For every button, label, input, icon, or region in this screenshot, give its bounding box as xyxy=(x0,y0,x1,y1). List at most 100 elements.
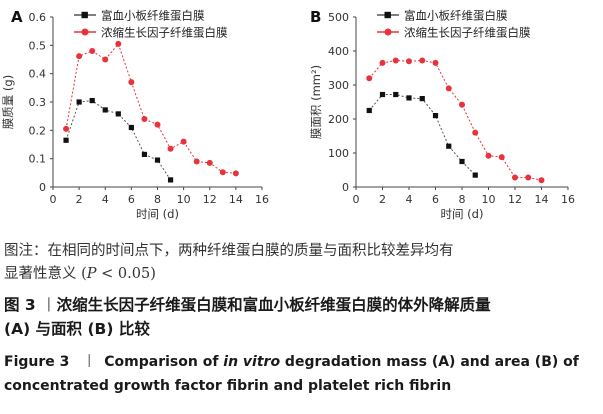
caption-en-t1: Comparison of xyxy=(104,354,224,370)
note-line-2b: < 0.05) xyxy=(96,266,156,282)
figure-caption-en: Figure 3 丨 Comparison of in vitro degrada… xyxy=(4,350,600,398)
legend-marker-square xyxy=(81,11,88,19)
data-point-square xyxy=(167,177,174,183)
x-axis-label: 时间 (d) xyxy=(136,207,179,221)
data-point-circle xyxy=(538,177,545,184)
chart-panel-a: A 0 0.1 0.2 0.3 0.4 0.5 0.6 0 2 4 6 8 10 12 14 16 时间 (d) 膜… xyxy=(0,0,300,236)
data-point-square xyxy=(393,91,399,98)
x-tick-label: 10 xyxy=(482,193,496,206)
x-axis-label: 时间 (d) xyxy=(441,207,484,221)
y-tick-label: 0.4 xyxy=(29,68,47,81)
panel-label-a: A xyxy=(11,8,23,26)
data-point-circle xyxy=(167,145,174,152)
data-point-square xyxy=(154,157,161,163)
caption-en-t3: degradation mass (A) and area (B) of xyxy=(280,354,579,370)
y-tick-label: 0.1 xyxy=(29,153,47,166)
y-tick-label: 0.6 xyxy=(29,11,47,24)
caption-cn-title-2: (A) 与面积 (B) 比较 xyxy=(4,320,150,338)
y-axis-label: 膜面积 (mm²) xyxy=(309,65,323,139)
data-point-square xyxy=(366,107,372,114)
caption-cn-label: 图 3 xyxy=(4,296,36,314)
series-line-1 xyxy=(65,100,171,181)
data-point-circle xyxy=(115,40,122,47)
data-point-circle xyxy=(219,169,226,176)
data-point-square xyxy=(446,143,452,149)
data-point-circle xyxy=(180,138,187,145)
series-line-2 xyxy=(368,60,542,181)
legend-marker-circle xyxy=(384,28,392,36)
caption-en-line-2: concentrated growth factor fibrin and pl… xyxy=(4,378,452,394)
legend-marker-square xyxy=(384,11,391,19)
data-point-circle xyxy=(525,174,532,181)
note-line-2a: 显著性意义 ( xyxy=(4,266,87,282)
x-tick-label: 2 xyxy=(379,193,386,206)
data-point-square xyxy=(128,124,134,131)
x-tick-label: 4 xyxy=(406,193,413,206)
y-tick-label: 100 xyxy=(328,147,349,160)
data-point-circle xyxy=(472,129,479,136)
data-point-square xyxy=(76,99,82,105)
note-p-symbol: P xyxy=(86,266,97,282)
data-point-circle xyxy=(432,59,439,66)
x-tick-label: 12 xyxy=(203,193,217,206)
x-tick-label: 6 xyxy=(432,193,439,206)
x-tick-label: 16 xyxy=(255,193,269,206)
data-point-circle xyxy=(102,56,109,63)
data-point-circle xyxy=(76,53,83,60)
figure-note: 图注：在相同的时间点下，两种纤维蛋白膜的质量与面积比较差异均有 显著性意义 (P… xyxy=(4,240,600,286)
x-tick-label: 14 xyxy=(535,193,549,206)
caption-cn-separator: 丨 xyxy=(41,296,57,314)
caption-en-line-1: Figure 3 丨 Comparison of in vitro degrada… xyxy=(4,350,600,374)
caption-en-in-vitro: in vitro xyxy=(223,354,281,370)
data-point-circle xyxy=(232,170,239,177)
data-point-circle xyxy=(128,79,135,86)
data-point-circle xyxy=(445,85,452,92)
data-point-circle xyxy=(406,58,412,65)
data-point-square xyxy=(419,96,425,102)
y-tick-label: 0.2 xyxy=(29,124,47,137)
data-point-circle xyxy=(459,101,465,108)
data-point-square xyxy=(432,113,439,119)
x-tick-label: 10 xyxy=(177,193,191,206)
x-tick-label: 8 xyxy=(154,193,161,206)
data-point-circle xyxy=(141,116,148,122)
y-tick-label: 0 xyxy=(342,181,349,194)
y-tick-label: 0.3 xyxy=(29,96,47,109)
caption-cn-title-1: 浓缩生长因子纤维蛋白膜和富血小板纤维蛋白膜的体外降解质量 xyxy=(56,296,491,314)
data-point-square xyxy=(406,95,412,101)
data-point-square xyxy=(141,151,148,158)
data-point-square xyxy=(459,158,465,165)
legend-label: 浓缩生长因子纤维蛋白膜 xyxy=(404,26,531,40)
data-point-square xyxy=(115,111,121,117)
note-line-2: 显著性意义 (P < 0.05) xyxy=(4,263,600,286)
x-tick-label: 12 xyxy=(508,193,522,206)
data-point-square xyxy=(472,172,478,178)
x-tick-label: 0 xyxy=(50,193,57,206)
series-line-2 xyxy=(65,42,236,174)
data-point-square xyxy=(63,137,69,143)
series-line-1 xyxy=(368,94,476,176)
data-point-circle xyxy=(206,159,213,166)
caption-en-separator: 丨 xyxy=(82,354,97,370)
caption-cn-line-1: 图 3 丨浓缩生长因子纤维蛋白膜和富血小板纤维蛋白膜的体外降解质量 xyxy=(4,293,600,317)
note-line-1: 图注：在相同的时间点下，两种纤维蛋白膜的质量与面积比较差异均有 xyxy=(4,243,454,259)
data-point-circle xyxy=(419,57,426,64)
data-point-circle xyxy=(89,48,96,54)
panel-label-b: B xyxy=(310,8,321,26)
legend-label: 浓缩生长因子纤维蛋白膜 xyxy=(101,26,228,40)
data-point-circle xyxy=(193,158,200,165)
data-point-square xyxy=(89,97,95,104)
y-tick-label: 400 xyxy=(328,45,349,58)
data-point-circle xyxy=(63,125,70,132)
y-tick-label: 0 xyxy=(39,181,46,194)
chart-svg-b: B 0 100 200 300 400 500 0 2 4 6 8 10 12 14 16 时间 (d) 膜面积 … xyxy=(309,8,575,221)
caption-en-label: Figure 3 xyxy=(4,354,70,370)
data-point-circle xyxy=(392,57,399,64)
data-point-circle xyxy=(379,59,386,66)
data-point-circle xyxy=(485,152,492,159)
figure-caption-cn: 图 3 丨浓缩生长因子纤维蛋白膜和富血小板纤维蛋白膜的体外降解质量 (A) 与面… xyxy=(4,293,600,341)
x-tick-label: 8 xyxy=(459,193,466,206)
legend-label: 富血小板纤维蛋白膜 xyxy=(404,9,508,23)
legend-marker-circle xyxy=(81,28,89,36)
data-point-square xyxy=(379,91,386,98)
